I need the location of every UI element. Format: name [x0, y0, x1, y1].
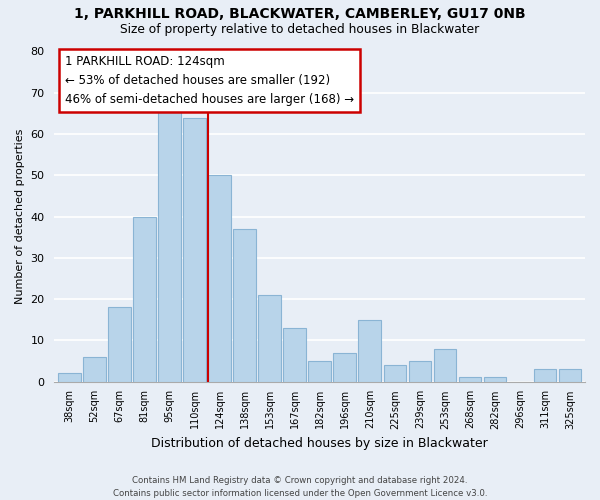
X-axis label: Distribution of detached houses by size in Blackwater: Distribution of detached houses by size … [151, 437, 488, 450]
Bar [308, 361, 331, 382]
Text: Contains HM Land Registry data © Crown copyright and database right 2024.
Contai: Contains HM Land Registry data © Crown c… [113, 476, 487, 498]
Text: 1, PARKHILL ROAD, BLACKWATER, CAMBERLEY, GU17 0NB: 1, PARKHILL ROAD, BLACKWATER, CAMBERLEY,… [74, 8, 526, 22]
Bar [533, 369, 556, 382]
Bar [334, 352, 356, 382]
Bar [133, 216, 156, 382]
Text: Size of property relative to detached houses in Blackwater: Size of property relative to detached ho… [121, 22, 479, 36]
Bar [183, 118, 206, 382]
Bar [358, 320, 381, 382]
Bar [233, 229, 256, 382]
Bar [383, 365, 406, 382]
Bar [458, 378, 481, 382]
Bar [283, 328, 306, 382]
Bar [559, 369, 581, 382]
Bar [58, 374, 80, 382]
Bar [208, 176, 231, 382]
Bar [434, 348, 456, 382]
Text: 1 PARKHILL ROAD: 124sqm
← 53% of detached houses are smaller (192)
46% of semi-d: 1 PARKHILL ROAD: 124sqm ← 53% of detache… [65, 55, 354, 106]
Bar [158, 110, 181, 382]
Y-axis label: Number of detached properties: Number of detached properties [15, 129, 25, 304]
Bar [484, 378, 506, 382]
Bar [108, 308, 131, 382]
Bar [259, 295, 281, 382]
Bar [83, 357, 106, 382]
Bar [409, 361, 431, 382]
